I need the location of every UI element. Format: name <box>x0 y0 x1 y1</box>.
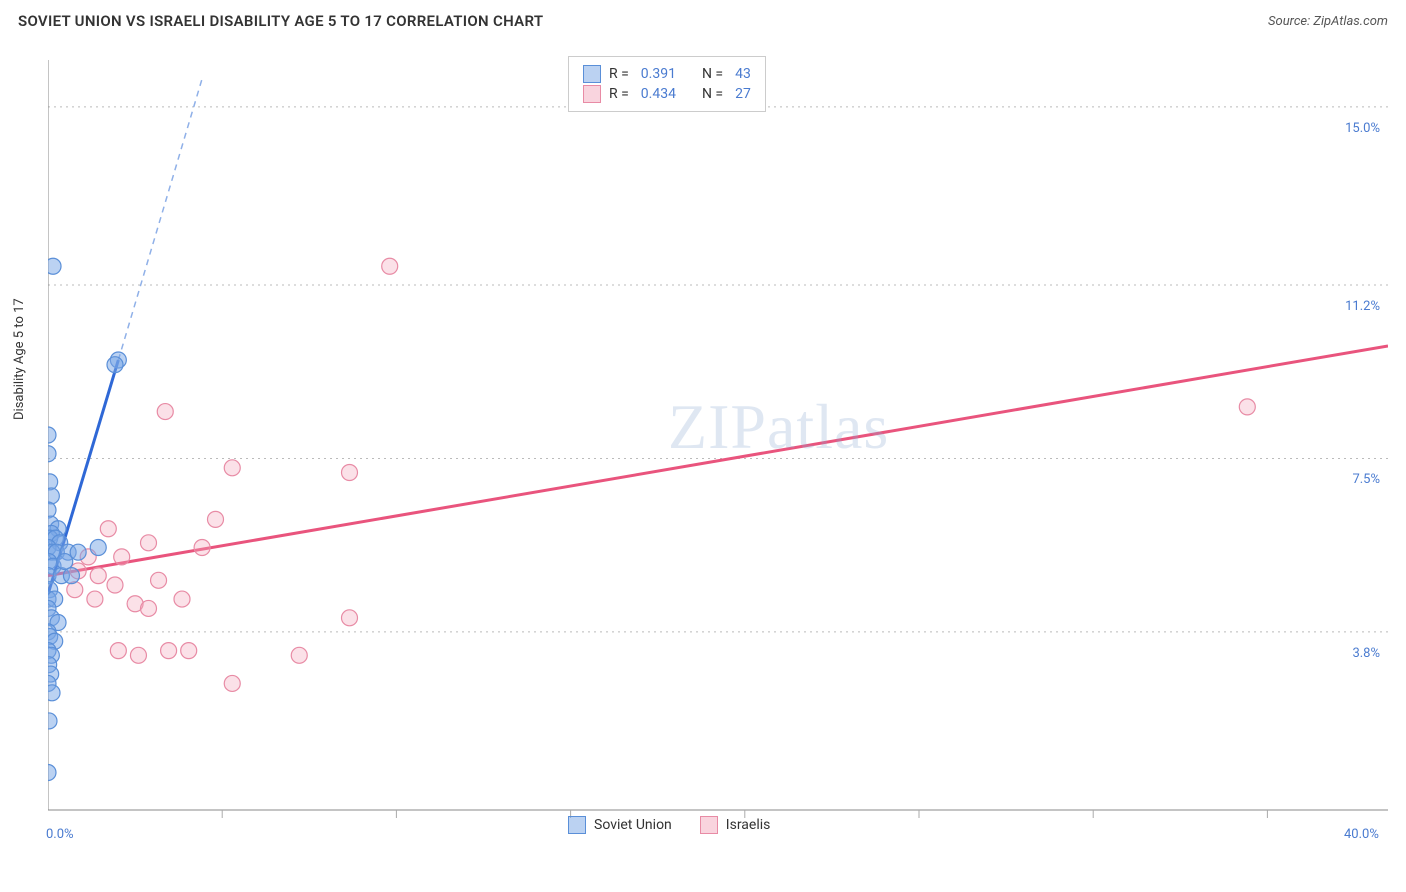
stat-r-label: R = <box>609 66 629 82</box>
legend-label: Israelis <box>726 817 771 833</box>
stat-n-value: 43 <box>735 66 751 82</box>
chart-header: SOVIET UNION VS ISRAELI DISABILITY AGE 5… <box>0 0 1406 38</box>
series-legend: Soviet Union Israelis <box>568 816 770 834</box>
stat-n-label: N = <box>702 86 723 102</box>
x-tick-label: 0.0% <box>46 827 74 842</box>
stat-r-value: 0.391 <box>641 66 676 82</box>
legend-swatch-blue <box>583 65 601 83</box>
correlation-legend: R = 0.391 N = 43 R = 0.434 N = 27 <box>568 56 766 112</box>
legend-stat-row: R = 0.434 N = 27 <box>583 85 751 103</box>
legend-swatch-pink <box>700 816 718 834</box>
x-tick-label: 40.0% <box>1344 827 1379 842</box>
legend-item: Soviet Union <box>568 816 672 834</box>
scatter-plot <box>48 50 1388 840</box>
legend-swatch-blue <box>568 816 586 834</box>
stat-r-label: R = <box>609 86 629 102</box>
chart-area: R =0.391N =43R =0.434N =27 ZIPatlas Sovi… <box>48 50 1388 840</box>
legend-stat-row: R = 0.391 N = 43 <box>583 65 751 83</box>
source-label: Source: ZipAtlas.com <box>1268 14 1388 29</box>
legend-item: Israelis <box>700 816 771 834</box>
y-tick-label: 7.5% <box>1352 472 1380 487</box>
chart-title: SOVIET UNION VS ISRAELI DISABILITY AGE 5… <box>18 12 543 30</box>
y-tick-label: 15.0% <box>1345 121 1380 136</box>
y-tick-label: 11.2% <box>1345 299 1380 314</box>
y-axis-label: Disability Age 5 to 17 <box>12 298 27 420</box>
y-tick-label: 3.8% <box>1352 646 1380 661</box>
stat-n-label: N = <box>702 66 723 82</box>
legend-swatch-pink <box>583 85 601 103</box>
stat-r-value: 0.434 <box>641 86 676 102</box>
stat-n-value: 27 <box>735 86 751 102</box>
legend-label: Soviet Union <box>594 817 672 833</box>
